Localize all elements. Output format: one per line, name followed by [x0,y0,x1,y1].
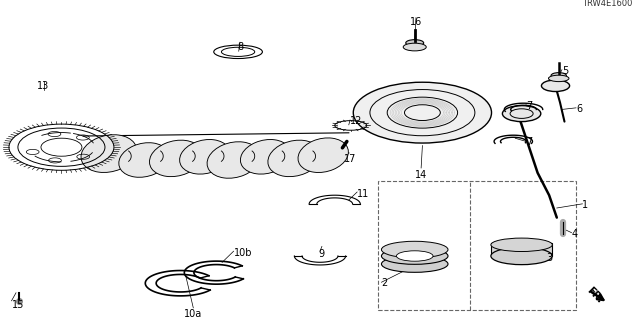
Ellipse shape [150,140,202,177]
Ellipse shape [406,40,424,46]
Text: 11: 11 [357,188,369,199]
Text: 10b: 10b [234,248,252,259]
Text: 7: 7 [526,100,532,111]
Text: 2: 2 [381,278,388,288]
Text: 5: 5 [562,66,568,76]
Bar [378,181,576,310]
Text: 15: 15 [12,300,24,310]
Ellipse shape [403,43,426,51]
Ellipse shape [381,241,448,258]
Ellipse shape [548,75,569,82]
Text: 6: 6 [576,104,582,114]
Ellipse shape [298,138,348,172]
Ellipse shape [268,140,321,177]
Text: 8: 8 [237,42,243,52]
Ellipse shape [381,256,448,272]
Text: 3: 3 [546,252,552,263]
Text: 17: 17 [344,154,356,164]
Text: 7: 7 [526,137,532,148]
Ellipse shape [551,73,566,78]
Ellipse shape [541,80,570,92]
Text: 9: 9 [319,249,325,259]
Text: 13: 13 [37,81,50,91]
Ellipse shape [119,143,169,177]
Text: 14: 14 [415,170,428,180]
Text: FR.: FR. [584,285,604,305]
FancyBboxPatch shape [491,243,552,256]
Text: 10a: 10a [184,309,202,319]
Ellipse shape [81,135,136,172]
Ellipse shape [502,106,541,122]
Ellipse shape [353,82,492,143]
Ellipse shape [381,248,448,264]
Ellipse shape [207,142,260,178]
Text: 16: 16 [410,17,422,27]
Text: 4: 4 [572,228,578,239]
Ellipse shape [241,140,291,174]
Ellipse shape [180,140,230,174]
Ellipse shape [396,251,433,261]
Text: 12: 12 [350,116,362,126]
Text: TRW4E1600: TRW4E1600 [582,0,632,8]
Ellipse shape [491,247,552,265]
Ellipse shape [491,238,552,252]
Text: 1: 1 [582,200,589,210]
